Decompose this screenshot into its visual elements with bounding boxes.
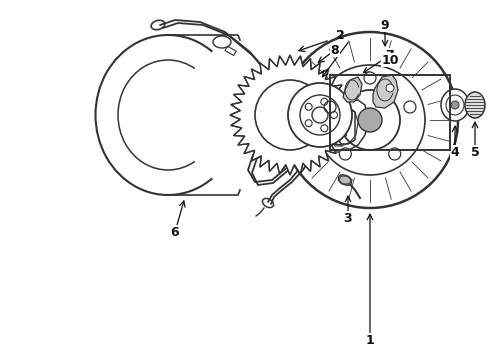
- Circle shape: [282, 32, 458, 208]
- Text: 9: 9: [381, 18, 390, 32]
- Text: 5: 5: [470, 145, 479, 158]
- Polygon shape: [230, 55, 350, 175]
- Circle shape: [451, 101, 459, 109]
- Text: 1: 1: [366, 333, 374, 346]
- Circle shape: [288, 83, 352, 147]
- Circle shape: [255, 80, 325, 150]
- Text: 7: 7: [386, 49, 394, 62]
- Circle shape: [324, 101, 336, 113]
- Polygon shape: [343, 77, 362, 102]
- Text: 3: 3: [343, 212, 352, 225]
- Bar: [330, 75, 450, 150]
- Text: 6: 6: [171, 225, 179, 239]
- Text: 10: 10: [381, 54, 399, 67]
- Circle shape: [389, 148, 401, 160]
- Polygon shape: [373, 75, 398, 108]
- Ellipse shape: [441, 89, 469, 121]
- Text: 4: 4: [451, 145, 459, 158]
- Bar: [275, 105, 284, 116]
- Circle shape: [315, 65, 425, 175]
- Circle shape: [386, 84, 394, 92]
- Polygon shape: [325, 100, 368, 152]
- Text: 8: 8: [331, 44, 339, 57]
- Bar: [225, 46, 236, 55]
- Circle shape: [358, 108, 382, 132]
- Circle shape: [364, 72, 376, 84]
- Ellipse shape: [339, 175, 351, 185]
- Bar: [290, 147, 296, 157]
- Circle shape: [339, 148, 351, 160]
- Circle shape: [404, 101, 416, 113]
- Ellipse shape: [465, 92, 485, 118]
- Text: 2: 2: [336, 28, 344, 41]
